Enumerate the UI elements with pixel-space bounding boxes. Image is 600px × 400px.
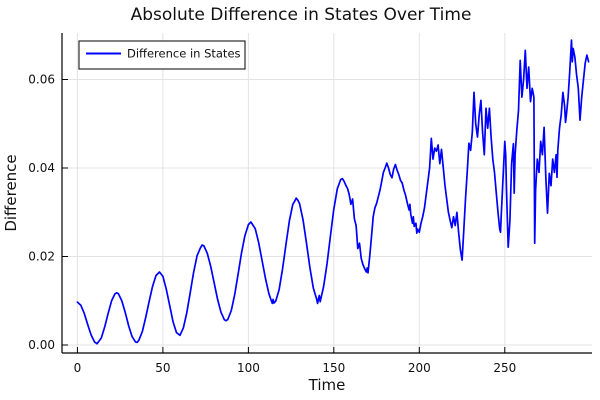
y-tick-label: 0.02 bbox=[28, 250, 55, 264]
legend: Difference in States bbox=[78, 40, 246, 70]
legend-label: Difference in States bbox=[127, 47, 241, 61]
x-tick-label: 50 bbox=[155, 361, 170, 375]
series-line-difference bbox=[76, 39, 590, 345]
x-tick-label: 250 bbox=[493, 361, 516, 375]
x-tick-label: 200 bbox=[408, 361, 431, 375]
chart-title: Absolute Difference in States Over Time bbox=[131, 5, 472, 25]
y-tick-label: 0.04 bbox=[28, 161, 55, 175]
axes-layer: 0.00 0.02 0.04 0.06 0 50 100 150 200 250 bbox=[28, 33, 592, 375]
x-axis-label: Time bbox=[308, 376, 346, 394]
x-tick-label: 0 bbox=[74, 361, 82, 375]
y-tick-label: 0.00 bbox=[28, 338, 55, 352]
y-tick-label: 0.06 bbox=[28, 73, 55, 87]
series-layer bbox=[76, 39, 590, 345]
x-tick-label: 150 bbox=[322, 361, 345, 375]
y-axis-label: Difference bbox=[2, 154, 20, 231]
grid-layer bbox=[62, 33, 592, 353]
x-tick-label: 100 bbox=[237, 361, 260, 375]
legend-box bbox=[78, 40, 246, 70]
